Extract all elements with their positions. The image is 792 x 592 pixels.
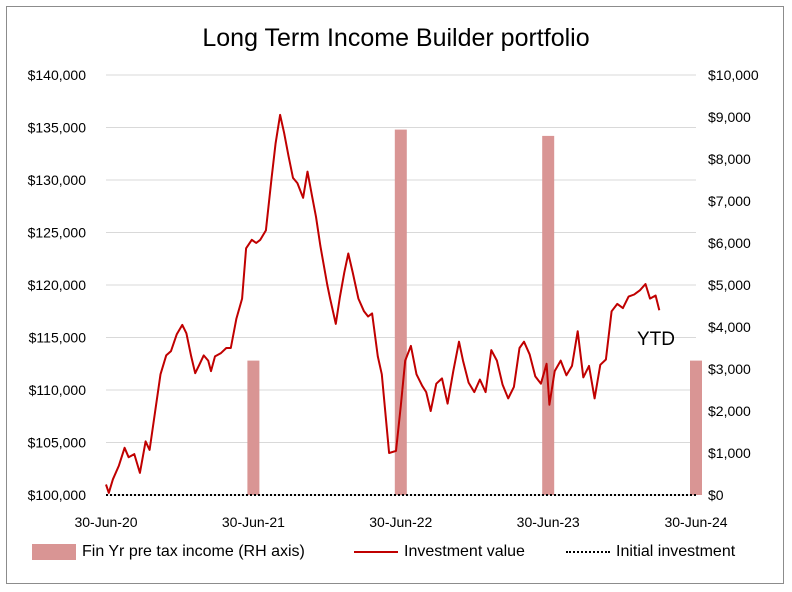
legend-label-initial: Initial investment <box>616 543 736 560</box>
y-right-tick-label: $7,000 <box>708 193 751 209</box>
y-right-tick-label: $0 <box>708 487 724 503</box>
legend-item-investment: Investment value <box>354 540 525 564</box>
legend-swatch-investment <box>354 551 398 553</box>
legend-label-income: Fin Yr pre tax income (RH axis) <box>82 543 305 560</box>
y-left-tick-label: $125,000 <box>28 225 87 241</box>
y-right-tick-label: $2,000 <box>708 403 751 419</box>
y-right-tick-label: $6,000 <box>708 235 751 251</box>
investment-value-line <box>105 113 661 494</box>
y-right-tick-label: $4,000 <box>708 319 751 335</box>
y-left-tick-label: $140,000 <box>28 67 87 83</box>
y-left-tick-label: $105,000 <box>28 435 87 451</box>
y-right-tick-label: $9,000 <box>708 109 751 125</box>
y-right-tick-label: $5,000 <box>708 277 751 293</box>
x-tick-label: 30-Jun-24 <box>664 514 727 530</box>
income-bar <box>247 360 260 495</box>
y-right-tick-label: $1,000 <box>708 445 751 461</box>
x-tick-label: 30-Jun-20 <box>74 514 137 530</box>
y-left-tick-label: $120,000 <box>28 277 87 293</box>
y-left-tick-label: $110,000 <box>29 382 87 398</box>
y-left-tick-label: $135,000 <box>28 120 87 136</box>
y-right-tick-label: $3,000 <box>708 361 751 377</box>
chart-legend: Fin Yr pre tax income (RH axis) Investme… <box>0 540 792 564</box>
legend-item-initial: Initial investment <box>566 540 735 564</box>
legend-item-income: Fin Yr pre tax income (RH axis) <box>32 540 305 564</box>
legend-swatch-initial <box>566 551 610 553</box>
x-tick-label: 30-Jun-21 <box>222 514 285 530</box>
x-tick-label: 30-Jun-23 <box>517 514 580 530</box>
legend-swatch-income <box>32 544 76 560</box>
x-tick-label: 30-Jun-22 <box>369 514 432 530</box>
y-left-tick-label: $115,000 <box>29 330 87 346</box>
chart-title: Long Term Income Builder portfolio <box>202 24 590 52</box>
legend-label-investment: Investment value <box>404 543 525 560</box>
y-right-tick-label: $8,000 <box>708 151 751 167</box>
y-right-tick-label: $10,000 <box>708 67 759 83</box>
income-bar <box>394 129 407 495</box>
ytd-annotation: YTD <box>637 329 675 350</box>
income-bar <box>542 135 555 495</box>
y-left-tick-label: $100,000 <box>28 487 87 503</box>
y-left-tick-label: $130,000 <box>28 172 87 188</box>
income-bar <box>690 360 702 495</box>
